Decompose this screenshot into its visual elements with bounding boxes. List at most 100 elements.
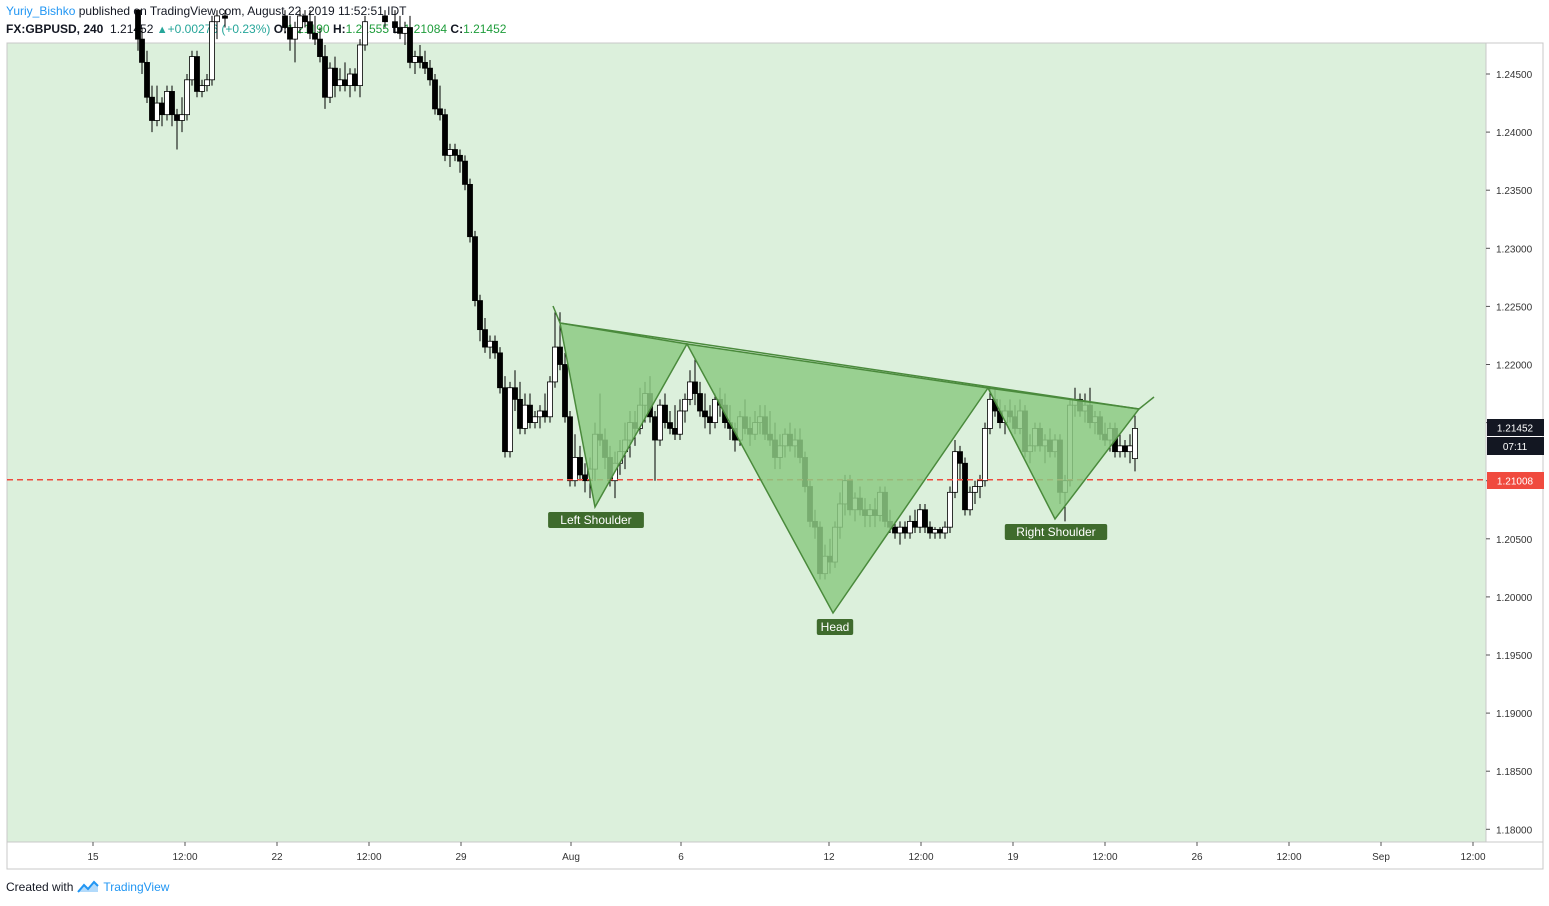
candle-body <box>947 491 953 528</box>
candle <box>967 486 973 516</box>
candle-body <box>552 346 558 383</box>
candle-body <box>897 526 903 534</box>
candle <box>357 39 363 98</box>
candle-body <box>652 416 658 441</box>
candle <box>139 27 145 74</box>
line-price-badge: 1.21008 <box>1487 472 1544 489</box>
author-link[interactable]: Yuriy_Bishko <box>6 4 76 18</box>
x-tick-label: 12 <box>823 852 835 863</box>
candle-body <box>417 56 423 63</box>
y-tick-label: 1.19500 <box>1496 651 1533 662</box>
candle-body <box>169 91 175 116</box>
candle-body <box>562 364 568 418</box>
candle-body <box>332 67 338 87</box>
candle <box>467 178 473 243</box>
candle-body <box>164 91 170 116</box>
candle-body <box>209 21 215 81</box>
y-tick-label: 1.24000 <box>1496 128 1533 139</box>
candle <box>417 44 423 69</box>
pattern-edge <box>1138 396 1155 410</box>
pattern-label-text: Right Shoulder <box>1016 525 1095 539</box>
pattern-label-bg <box>548 512 644 528</box>
candle-body <box>322 56 328 98</box>
candle-body <box>532 416 538 424</box>
candle-body <box>952 451 958 493</box>
candle <box>407 15 413 69</box>
candle-body <box>687 381 693 400</box>
time-axis[interactable] <box>6 841 1544 870</box>
candle <box>452 143 458 162</box>
neckline[interactable] <box>559 322 1140 410</box>
candle-body <box>184 79 190 116</box>
candle-body <box>312 32 318 40</box>
candle-body <box>452 149 458 156</box>
candle-body <box>287 27 293 40</box>
head-triangle[interactable] <box>685 343 990 615</box>
candle-body <box>457 154 463 162</box>
candle-body <box>982 428 988 482</box>
candle-body <box>432 79 438 110</box>
x-tick-label: 26 <box>1191 852 1203 863</box>
candle-body <box>712 398 718 423</box>
candle-body <box>917 509 923 528</box>
candle <box>532 410 538 429</box>
candle-body <box>357 44 363 87</box>
candle <box>562 352 568 423</box>
candle <box>512 370 518 411</box>
candle-body <box>937 529 943 534</box>
candle-body <box>697 393 703 412</box>
candle <box>662 393 668 429</box>
candle-body <box>214 15 220 23</box>
candle <box>577 445 583 481</box>
candle <box>362 15 368 51</box>
candle <box>209 15 215 86</box>
candle-body <box>677 410 683 435</box>
candle-body <box>204 79 210 87</box>
candle-body <box>447 149 453 156</box>
candle <box>702 393 708 429</box>
candle-body <box>662 404 668 424</box>
candle-body <box>297 15 303 28</box>
y-tick-label: 1.22000 <box>1496 361 1533 372</box>
candle <box>507 381 513 458</box>
x-tick-label: 12:00 <box>356 852 381 863</box>
up-arrow-icon: ▲ <box>156 24 168 36</box>
candle <box>987 387 993 435</box>
candle <box>179 97 185 133</box>
left-shoulder-triangle[interactable] <box>559 322 689 510</box>
candle-body <box>422 61 428 69</box>
candle-body <box>437 108 443 116</box>
candle-body <box>327 67 333 98</box>
candle-body <box>427 67 433 81</box>
candle-body <box>1127 445 1133 453</box>
x-tick-label: 12:00 <box>1460 852 1485 863</box>
last-price-badge: 1.21452 <box>1487 419 1544 436</box>
publish-info: Yuriy_Bishko published on TradingView.co… <box>6 4 407 18</box>
candle-body <box>392 21 398 28</box>
candle-body <box>502 387 508 453</box>
tradingview-link[interactable]: TradingView <box>103 880 170 894</box>
candle-body <box>347 73 353 87</box>
candle-body <box>302 15 308 23</box>
candle <box>442 108 448 162</box>
candle <box>169 85 175 127</box>
head-shoulders-pattern[interactable] <box>552 305 1155 615</box>
candle <box>437 85 443 121</box>
candle <box>527 393 533 429</box>
y-tick-label: 1.22500 <box>1496 302 1533 313</box>
candle-body <box>517 398 523 429</box>
candle <box>547 376 553 423</box>
candle-body <box>912 520 918 528</box>
candle <box>327 62 333 104</box>
candle-body <box>707 416 713 424</box>
candle-body <box>497 352 503 389</box>
candle-body <box>702 410 708 418</box>
last-price: 1.21452 <box>110 22 154 36</box>
published-text: published on TradingView.com, August 22,… <box>78 4 407 18</box>
y-tick-label: 1.19000 <box>1496 709 1533 720</box>
candle-body <box>977 480 983 487</box>
countdown-badge-text: 07:11 <box>1503 442 1528 453</box>
x-tick-label: 15 <box>87 852 99 863</box>
candle-body <box>402 27 408 34</box>
